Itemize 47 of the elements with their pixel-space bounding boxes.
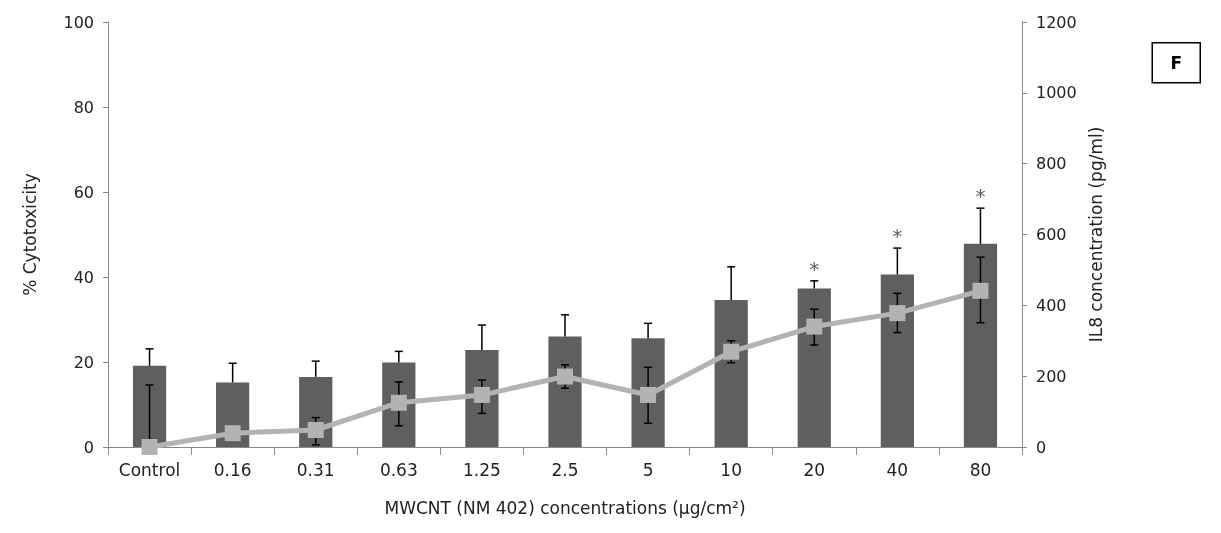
point bbox=[972, 282, 989, 299]
y2-tick-label: 600 bbox=[1036, 225, 1067, 244]
bar bbox=[963, 243, 998, 447]
x-tick-label: 5 bbox=[642, 459, 654, 480]
y-tick-label: 40 bbox=[73, 267, 94, 287]
point bbox=[889, 305, 906, 322]
y2-tick-label: 0 bbox=[1036, 437, 1047, 457]
point bbox=[806, 318, 823, 335]
x-tick-label: 80 bbox=[969, 459, 992, 480]
bar bbox=[797, 288, 831, 447]
x-tick-label: 2.5 bbox=[551, 459, 579, 480]
x-tick-label: 0.16 bbox=[213, 459, 252, 480]
x-tick-label: 0.63 bbox=[379, 459, 418, 480]
y-tick-label: 60 bbox=[73, 182, 94, 202]
y2-tick-label: 200 bbox=[1036, 366, 1067, 386]
y-tick-label: 80 bbox=[73, 97, 94, 117]
y2-tick-label: 400 bbox=[1036, 295, 1067, 315]
annotation: * bbox=[975, 184, 986, 209]
annotation: * bbox=[892, 224, 903, 249]
x-axis-title: MWCNT (NM 402) concentrations (µg/cm²) bbox=[384, 497, 746, 518]
y2-axis-title: IL8 concentration (pg/ml) bbox=[1086, 126, 1107, 343]
point bbox=[473, 386, 490, 403]
point bbox=[723, 343, 740, 360]
y-tick-label: 100 bbox=[63, 12, 94, 32]
bar bbox=[714, 299, 748, 447]
text: F bbox=[1170, 52, 1183, 73]
y-tick-label: 20 bbox=[73, 352, 94, 372]
x-tick-label: Control bbox=[118, 459, 181, 480]
point bbox=[557, 368, 573, 385]
point bbox=[307, 422, 324, 438]
bar bbox=[880, 274, 914, 447]
x-tick-label: 1.25 bbox=[462, 459, 501, 480]
point bbox=[640, 386, 657, 403]
annotation: * bbox=[809, 256, 820, 281]
point bbox=[141, 439, 158, 455]
y2-tick-label: 1000 bbox=[1036, 83, 1077, 103]
point bbox=[390, 394, 407, 411]
x-tick-label: 0.31 bbox=[296, 459, 335, 480]
y2-tick-label: 1200 bbox=[1036, 12, 1077, 32]
x-tick-label: 10 bbox=[720, 459, 742, 480]
point bbox=[224, 425, 241, 442]
y-axis-title: % Cytotoxicity bbox=[19, 173, 40, 296]
x-tick-label: 20 bbox=[803, 459, 826, 480]
y-tick-label: 0 bbox=[83, 437, 94, 457]
x-tick-label: 40 bbox=[886, 459, 909, 480]
y2-tick-label: 800 bbox=[1036, 154, 1067, 174]
bar bbox=[132, 365, 167, 447]
